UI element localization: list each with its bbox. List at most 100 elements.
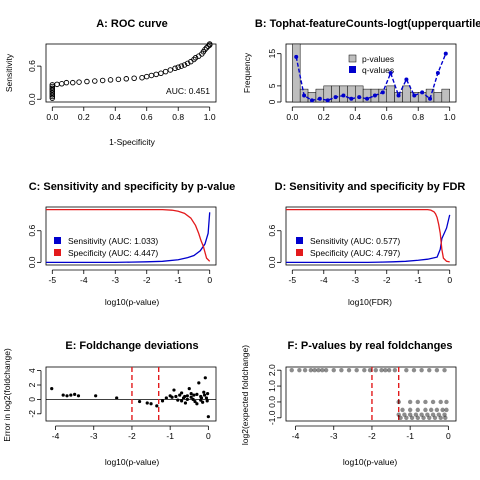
panel-f-point bbox=[320, 367, 325, 373]
roc-point bbox=[49, 83, 56, 90]
panel-f-point bbox=[409, 415, 415, 421]
panel-b-x-tick-label: 0.4 bbox=[349, 112, 361, 122]
panel-f-point bbox=[339, 367, 344, 373]
panel-f-point bbox=[367, 367, 373, 373]
panel-e-point bbox=[204, 396, 209, 400]
panel-c-x-tick-label: -3 bbox=[111, 275, 119, 285]
panel-e-point bbox=[187, 387, 191, 391]
panel-e-point bbox=[201, 400, 205, 404]
panel-a-axes: 0.0 0.2 0.4 0.6 0.8 1.0 0.0 0.6 bbox=[27, 43, 217, 122]
panel-a-y-tick-label: 0.0 bbox=[27, 93, 37, 105]
panel-e-point bbox=[195, 402, 199, 406]
panel-b-x-tick-label: 0.8 bbox=[412, 112, 424, 122]
roc-point bbox=[115, 76, 122, 83]
roc-point bbox=[178, 63, 185, 69]
q-value-point bbox=[435, 71, 440, 75]
panel-f-point bbox=[444, 407, 449, 413]
panel-e-points bbox=[50, 376, 210, 419]
panel-f-point bbox=[428, 407, 434, 413]
panel-f-x-tick-label: -4 bbox=[292, 431, 300, 441]
panel-e-y-tick-label: 0 bbox=[27, 397, 37, 402]
panel-f-x-tick-label: -2 bbox=[368, 431, 376, 441]
panel-a-x-tick-label: 0.0 bbox=[46, 112, 58, 122]
panel-f-point bbox=[423, 399, 428, 405]
q-value-point bbox=[388, 71, 393, 75]
roc-point bbox=[58, 81, 65, 87]
q-value-point bbox=[294, 54, 299, 59]
q-value-point bbox=[333, 95, 338, 100]
panel-b-y-tick-label: 0 bbox=[267, 99, 277, 104]
panel-e-point bbox=[76, 394, 81, 398]
panel-e-point bbox=[192, 393, 196, 397]
panel-f-x-tick-label: 0 bbox=[446, 431, 451, 441]
panel-a-ylabel: Sensitivity bbox=[4, 53, 14, 92]
panel-f-point bbox=[415, 399, 420, 405]
roc-point bbox=[99, 77, 106, 84]
panel-e-point bbox=[205, 399, 209, 403]
panel-e-point bbox=[73, 392, 77, 396]
panel-e-axes: -4 -3 -2 -1 0 -2 0 2 4 bbox=[27, 366, 217, 441]
panel-e-x-tick-label: 0 bbox=[206, 431, 211, 441]
panel-f-point bbox=[346, 367, 352, 373]
roc-point bbox=[92, 78, 98, 84]
panel-f-point bbox=[442, 412, 447, 417]
panel-b-x-tick-label: 0.0 bbox=[286, 112, 298, 122]
roc-point bbox=[192, 55, 199, 61]
p-value-bar bbox=[441, 88, 450, 103]
panel-e-point bbox=[183, 394, 187, 399]
panel-f-point bbox=[434, 367, 440, 373]
panel-b-x-tick-label: 0.2 bbox=[318, 112, 330, 122]
legend-swatch-c-specificity bbox=[54, 249, 61, 256]
panel-f-point bbox=[415, 407, 420, 413]
panel-e-point bbox=[149, 402, 153, 406]
roc-point bbox=[202, 46, 208, 53]
roc-point bbox=[123, 76, 130, 82]
panel-d-axes: -5 -4 -3 -2 -1 0 0.0 0.6 bbox=[267, 206, 457, 285]
q-value-point bbox=[349, 96, 354, 101]
panel-e-point bbox=[202, 390, 206, 394]
q-value-point bbox=[428, 96, 433, 101]
panel-f-point bbox=[443, 415, 448, 421]
q-value-point bbox=[380, 90, 385, 95]
panel-c-xlabel: log10(p-value) bbox=[105, 297, 160, 307]
panel-f: F: P-values by real foldchanges log10(p-… bbox=[240, 340, 453, 467]
panel-f-point bbox=[440, 407, 445, 413]
legend-label-d-sensitivity: Sensitivity (AUC: 0.577) bbox=[310, 236, 400, 246]
panel-e-point bbox=[205, 392, 210, 396]
roc-point bbox=[63, 79, 70, 86]
panel-e-point bbox=[164, 396, 168, 400]
panel-e-point bbox=[160, 399, 165, 403]
legend-swatch-d-sensitivity bbox=[296, 237, 303, 244]
panel-b-title: B: Tophat-featureCounts-logt(upperquarti… bbox=[255, 18, 480, 30]
roc-point bbox=[162, 68, 169, 75]
panel-b-y-tick-label: 15 bbox=[267, 49, 277, 59]
panel-b-x-tick-label: 0.6 bbox=[381, 112, 393, 122]
panel-c-y-tick-label: 0.0 bbox=[27, 256, 37, 268]
panel-e-point bbox=[199, 396, 204, 400]
roc-point bbox=[70, 79, 76, 86]
panel-f-point bbox=[386, 367, 392, 373]
roc-point bbox=[175, 64, 181, 70]
legend-swatch-p-values bbox=[348, 54, 357, 63]
panel-e-point bbox=[69, 393, 73, 397]
panel-c-y-tick-label: 0.6 bbox=[27, 225, 37, 237]
panel-a: A: ROC curve 1-Specificity Sensitivity A… bbox=[4, 18, 210, 147]
panel-f-point bbox=[316, 367, 321, 373]
panel-d-specificity-line bbox=[286, 208, 450, 263]
q-value-point bbox=[325, 98, 330, 103]
roc-point bbox=[158, 70, 164, 77]
p-value-bar bbox=[355, 85, 364, 103]
panel-e-point bbox=[145, 401, 149, 405]
panel-f-point bbox=[430, 399, 436, 405]
legend-swatch-c-sensitivity bbox=[54, 237, 61, 244]
panel-b: B: Tophat-featureCounts-logt(upperquarti… bbox=[242, 18, 480, 93]
roc-point bbox=[203, 45, 210, 51]
panel-d-x-tick-label: -1 bbox=[414, 275, 422, 285]
panel-f-y-tick-label: 2.0 bbox=[267, 364, 277, 376]
panel-a-y-tick-label: 0.6 bbox=[27, 60, 37, 72]
panel-e-point bbox=[61, 393, 65, 397]
panel-f-y-tick-label: -1.0 bbox=[267, 410, 277, 425]
panel-f-point bbox=[289, 367, 294, 373]
panel-f-point bbox=[297, 367, 302, 373]
